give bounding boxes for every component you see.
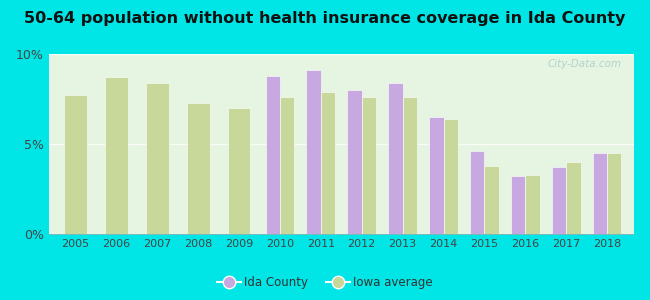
Bar <box>307 70 321 234</box>
Bar <box>266 76 280 234</box>
Bar <box>388 83 402 234</box>
Bar <box>443 119 458 234</box>
Bar <box>593 153 607 234</box>
Bar <box>566 162 580 234</box>
Bar <box>402 97 417 234</box>
Bar <box>552 167 566 234</box>
Bar <box>525 175 540 234</box>
Legend: Ida County, Iowa average: Ida County, Iowa average <box>213 272 437 294</box>
Bar <box>470 151 484 234</box>
Bar <box>321 92 335 234</box>
Bar <box>511 176 525 234</box>
Text: 50-64 population without health insurance coverage in Ida County: 50-64 population without health insuranc… <box>24 11 626 26</box>
Bar <box>187 103 209 234</box>
Bar <box>146 83 168 234</box>
Bar <box>361 97 376 234</box>
Bar <box>484 166 499 234</box>
Bar <box>64 95 87 234</box>
Bar <box>607 153 621 234</box>
Bar <box>280 97 294 234</box>
Bar <box>429 117 443 234</box>
Bar <box>347 90 361 234</box>
Bar <box>227 108 250 234</box>
Bar <box>105 77 127 234</box>
Text: City-Data.com: City-Data.com <box>548 59 622 69</box>
